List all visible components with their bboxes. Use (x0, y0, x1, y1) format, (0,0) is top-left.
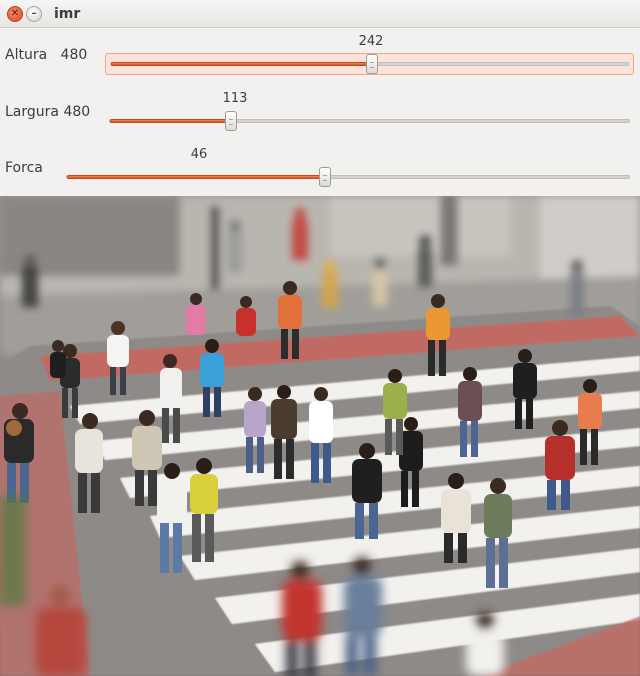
slider-track-forca[interactable] (66, 175, 630, 179)
slider-value-largura: 113 (222, 91, 248, 106)
slider-fill-altura (111, 62, 372, 66)
slider-altura[interactable] (105, 53, 634, 75)
close-icon[interactable]: ✕ (7, 6, 23, 22)
trackbar-panel: Altura 480 242 Largura 480 113 Forca (0, 28, 640, 196)
slider-fill-forca (67, 175, 326, 179)
slider-value-altura: 242 (358, 34, 384, 49)
slider-value-forca: 46 (190, 147, 208, 162)
minimize-icon[interactable]: – (26, 6, 42, 22)
slider-thumb-largura[interactable] (225, 111, 238, 131)
window-title: imr (54, 6, 81, 22)
slider-largura[interactable] (105, 110, 634, 132)
title-bar[interactable]: ✕ – imr (0, 0, 640, 28)
slider-forca[interactable] (62, 166, 634, 188)
slider-thumb-forca[interactable] (319, 167, 332, 187)
slider-label-largura: Largura 480 (5, 104, 91, 120)
slider-label-altura: Altura 480 (5, 47, 88, 63)
slider-track-largura[interactable] (109, 119, 630, 123)
slider-row-forca: Forca 46 (0, 140, 640, 196)
slider-row-largura: Largura 480 113 (0, 84, 640, 140)
tilt-shift-crowd-crosswalk-photo (0, 196, 640, 676)
slider-row-altura: Altura 480 242 (0, 28, 640, 84)
slider-label-forca: Forca (5, 160, 43, 176)
slider-fill-largura (110, 119, 232, 123)
image-display (0, 196, 640, 676)
slider-thumb-altura[interactable] (365, 54, 378, 74)
